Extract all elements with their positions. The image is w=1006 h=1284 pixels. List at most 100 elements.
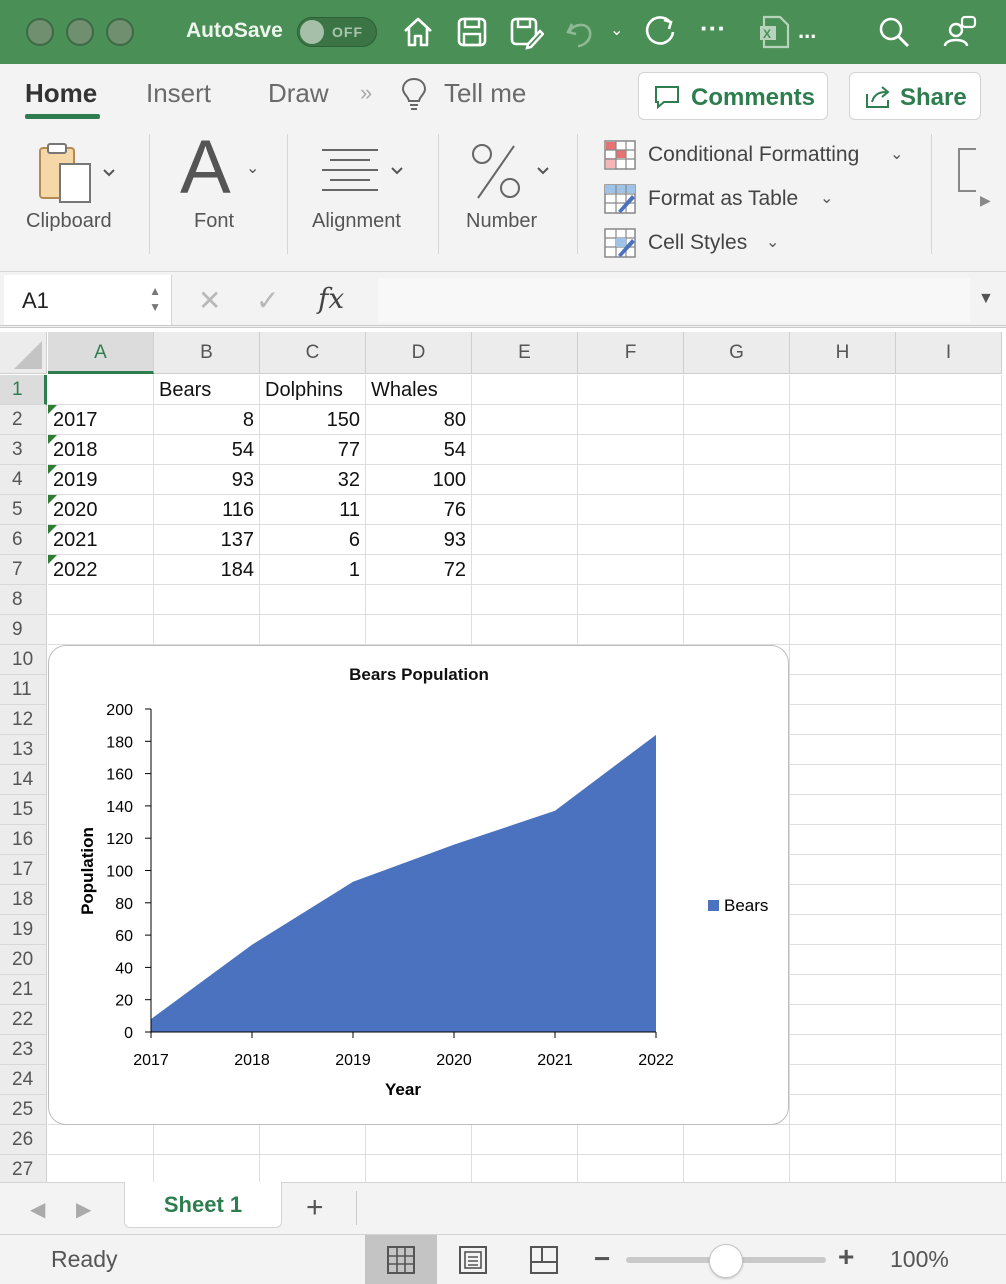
row-header[interactable]: 6 bbox=[0, 525, 47, 555]
close-window-button[interactable] bbox=[26, 18, 54, 46]
clipboard-icon[interactable] bbox=[36, 142, 115, 208]
cell-a26[interactable] bbox=[48, 1125, 154, 1155]
save-as-icon[interactable] bbox=[508, 14, 545, 50]
cell-h27[interactable] bbox=[790, 1155, 896, 1182]
cell-i18[interactable] bbox=[896, 885, 1002, 915]
cell-a9[interactable] bbox=[48, 615, 154, 645]
cell-f7[interactable] bbox=[578, 555, 684, 585]
cell-g26[interactable] bbox=[684, 1125, 790, 1155]
cell-b9[interactable] bbox=[154, 615, 260, 645]
minimize-window-button[interactable] bbox=[66, 18, 94, 46]
column-header-e[interactable]: E bbox=[472, 332, 578, 374]
row-header[interactable]: 1 bbox=[0, 375, 47, 405]
cell-b26[interactable] bbox=[154, 1125, 260, 1155]
font-dropdown-icon[interactable]: ⌄ bbox=[246, 160, 260, 177]
cell-e27[interactable] bbox=[472, 1155, 578, 1182]
cell-i22[interactable] bbox=[896, 1005, 1002, 1035]
row-header[interactable]: 8 bbox=[0, 585, 47, 615]
cell-f3[interactable] bbox=[578, 435, 684, 465]
cell-c8[interactable] bbox=[260, 585, 366, 615]
add-sheet-button[interactable]: + bbox=[306, 1191, 324, 1224]
cell-a1[interactable] bbox=[48, 375, 154, 405]
row-header[interactable]: 11 bbox=[0, 675, 47, 705]
cell-c1[interactable]: Dolphins bbox=[260, 375, 366, 405]
normal-view-button[interactable] bbox=[365, 1235, 437, 1284]
row-header[interactable]: 22 bbox=[0, 1005, 47, 1035]
cell-f2[interactable] bbox=[578, 405, 684, 435]
cell-d6[interactable]: 93 bbox=[366, 525, 472, 555]
cell-i2[interactable] bbox=[896, 405, 1002, 435]
row-header[interactable]: 25 bbox=[0, 1095, 47, 1125]
cell-h26[interactable] bbox=[790, 1125, 896, 1155]
cell-b1[interactable]: Bears bbox=[154, 375, 260, 405]
cell-i8[interactable] bbox=[896, 585, 1002, 615]
cell-g27[interactable] bbox=[684, 1155, 790, 1182]
zoom-window-button[interactable] bbox=[106, 18, 134, 46]
cell-h7[interactable] bbox=[790, 555, 896, 585]
ribbon-scroll-right-icon[interactable]: ▶ bbox=[980, 192, 991, 208]
row-header[interactable]: 23 bbox=[0, 1035, 47, 1065]
row-header[interactable]: 19 bbox=[0, 915, 47, 945]
cell-a2[interactable]: 2017 bbox=[48, 405, 154, 435]
confirm-icon[interactable]: ✓ bbox=[256, 285, 280, 316]
cell-a6[interactable]: 2021 bbox=[48, 525, 154, 555]
previous-sheet-icon[interactable]: ◀ bbox=[30, 1199, 46, 1221]
cell-b7[interactable]: 184 bbox=[154, 555, 260, 585]
cell-f9[interactable] bbox=[578, 615, 684, 645]
cell-h20[interactable] bbox=[790, 945, 896, 975]
next-sheet-icon[interactable]: ▶ bbox=[76, 1199, 92, 1221]
row-header[interactable]: 26 bbox=[0, 1125, 47, 1155]
zoom-out-button[interactable]: − bbox=[594, 1243, 611, 1274]
column-header-g[interactable]: G bbox=[684, 332, 790, 374]
cell-i10[interactable] bbox=[896, 645, 1002, 675]
cell-e5[interactable] bbox=[472, 495, 578, 525]
comments-button[interactable]: Comments bbox=[638, 72, 828, 120]
zoom-in-button[interactable]: + bbox=[838, 1241, 855, 1272]
name-box[interactable]: A1 ▲ ▼ bbox=[4, 275, 172, 325]
cell-d27[interactable] bbox=[366, 1155, 472, 1182]
cell-i7[interactable] bbox=[896, 555, 1002, 585]
tab-draw[interactable]: Draw bbox=[268, 78, 329, 108]
save-icon[interactable] bbox=[454, 14, 490, 50]
cell-f5[interactable] bbox=[578, 495, 684, 525]
row-header[interactable]: 15 bbox=[0, 795, 47, 825]
cell-a5[interactable]: 2020 bbox=[48, 495, 154, 525]
home-icon[interactable] bbox=[400, 14, 436, 50]
cell-i27[interactable] bbox=[896, 1155, 1002, 1182]
cell-e3[interactable] bbox=[472, 435, 578, 465]
undo-icon[interactable] bbox=[562, 14, 598, 50]
cell-g4[interactable] bbox=[684, 465, 790, 495]
search-icon[interactable] bbox=[876, 14, 912, 50]
cell-b3[interactable]: 54 bbox=[154, 435, 260, 465]
cell-i16[interactable] bbox=[896, 825, 1002, 855]
column-header-i[interactable]: I bbox=[896, 332, 1002, 374]
alignment-icon[interactable] bbox=[320, 146, 410, 199]
column-header-b[interactable]: B bbox=[154, 332, 260, 374]
column-header-d[interactable]: D bbox=[366, 332, 472, 374]
cell-i23[interactable] bbox=[896, 1035, 1002, 1065]
row-header[interactable]: 18 bbox=[0, 885, 47, 915]
cell-d9[interactable] bbox=[366, 615, 472, 645]
cancel-icon[interactable]: ✕ bbox=[198, 285, 222, 316]
autosave-toggle[interactable]: OFF bbox=[297, 17, 377, 47]
column-header-a[interactable]: A bbox=[48, 332, 154, 374]
cell-h19[interactable] bbox=[790, 915, 896, 945]
file-name[interactable]: ... bbox=[798, 18, 817, 43]
cell-e4[interactable] bbox=[472, 465, 578, 495]
cell-i9[interactable] bbox=[896, 615, 1002, 645]
row-header[interactable]: 27 bbox=[0, 1155, 47, 1182]
cell-a8[interactable] bbox=[48, 585, 154, 615]
row-header[interactable]: 10 bbox=[0, 645, 47, 675]
cell-i21[interactable] bbox=[896, 975, 1002, 1005]
cell-c7[interactable]: 1 bbox=[260, 555, 366, 585]
cell-h16[interactable] bbox=[790, 825, 896, 855]
cell-i15[interactable] bbox=[896, 795, 1002, 825]
cell-h12[interactable] bbox=[790, 705, 896, 735]
cell-i20[interactable] bbox=[896, 945, 1002, 975]
cell-h8[interactable] bbox=[790, 585, 896, 615]
cell-e7[interactable] bbox=[472, 555, 578, 585]
cell-h2[interactable] bbox=[790, 405, 896, 435]
column-header-h[interactable]: H bbox=[790, 332, 896, 374]
row-header[interactable]: 9 bbox=[0, 615, 47, 645]
